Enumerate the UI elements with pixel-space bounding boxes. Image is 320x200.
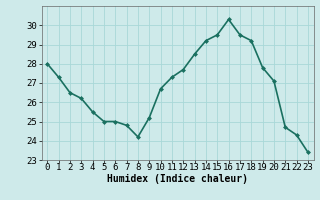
- X-axis label: Humidex (Indice chaleur): Humidex (Indice chaleur): [107, 174, 248, 184]
